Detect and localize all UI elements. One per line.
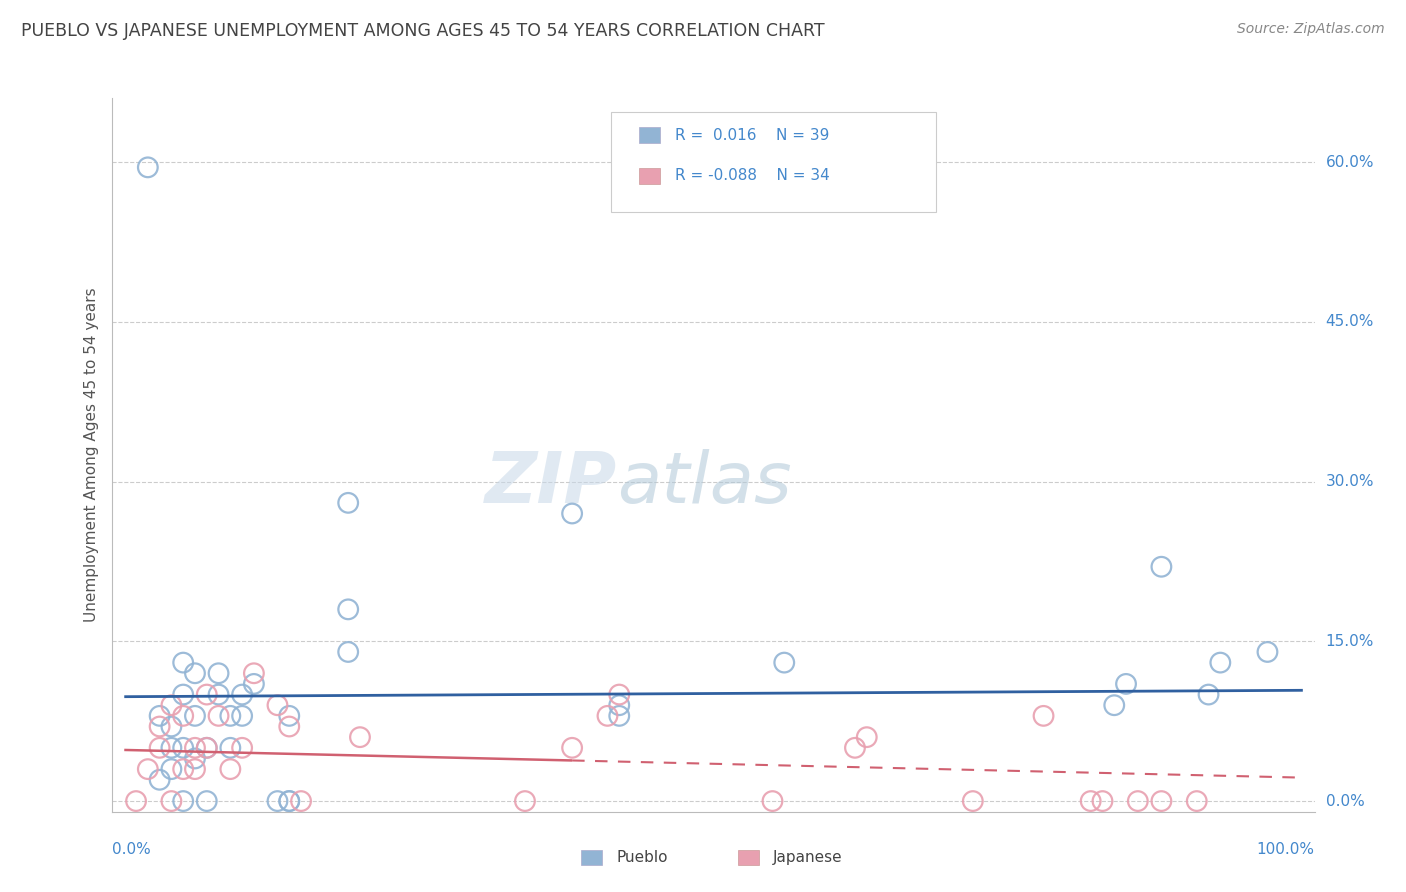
Text: Japanese: Japanese	[773, 850, 842, 865]
Point	[278, 709, 301, 723]
Point	[243, 677, 266, 691]
Point	[855, 730, 877, 744]
Text: 30.0%: 30.0%	[1326, 474, 1374, 489]
Point	[207, 709, 229, 723]
Text: PUEBLO VS JAPANESE UNEMPLOYMENT AMONG AGES 45 TO 54 YEARS CORRELATION CHART: PUEBLO VS JAPANESE UNEMPLOYMENT AMONG AG…	[21, 22, 825, 40]
Point	[136, 762, 159, 776]
Point	[136, 161, 159, 175]
Point	[1091, 794, 1114, 808]
Text: R = -0.088    N = 34: R = -0.088 N = 34	[675, 169, 830, 184]
Point	[172, 762, 194, 776]
Point	[1115, 677, 1137, 691]
Point	[607, 698, 630, 713]
Point	[184, 762, 207, 776]
Point	[761, 794, 783, 808]
Point	[207, 666, 229, 681]
Point	[1080, 794, 1102, 808]
Text: 60.0%: 60.0%	[1326, 154, 1374, 169]
Bar	[638, 128, 661, 143]
Text: R =  0.016    N = 39: R = 0.016 N = 39	[675, 128, 830, 143]
Point	[184, 740, 207, 755]
Point	[160, 794, 183, 808]
Point	[844, 740, 866, 755]
Point	[266, 794, 288, 808]
Point	[172, 656, 194, 670]
Text: ZIP: ZIP	[485, 449, 617, 518]
Point	[219, 762, 242, 776]
FancyBboxPatch shape	[612, 112, 936, 212]
Point	[278, 794, 301, 808]
Text: Pueblo: Pueblo	[617, 850, 668, 865]
Point	[607, 688, 630, 702]
Text: 0.0%: 0.0%	[112, 842, 152, 857]
Point	[149, 740, 172, 755]
Point	[207, 688, 229, 702]
Point	[1032, 709, 1054, 723]
Point	[337, 645, 360, 659]
Point	[149, 772, 172, 787]
Point	[1198, 688, 1220, 702]
Point	[513, 794, 536, 808]
Point	[160, 719, 183, 733]
Point	[962, 794, 984, 808]
Point	[195, 740, 218, 755]
Point	[561, 740, 583, 755]
Point	[773, 656, 796, 670]
Point	[1185, 794, 1208, 808]
Bar	[738, 849, 759, 865]
Point	[243, 666, 266, 681]
Point	[337, 602, 360, 616]
Point	[231, 688, 253, 702]
Point	[172, 709, 194, 723]
Point	[278, 794, 301, 808]
Point	[266, 698, 288, 713]
Point	[195, 794, 218, 808]
Point	[231, 709, 253, 723]
Point	[1150, 794, 1173, 808]
Text: 0.0%: 0.0%	[1326, 794, 1364, 808]
Point	[149, 709, 172, 723]
Point	[184, 751, 207, 765]
Point	[195, 740, 218, 755]
Point	[337, 496, 360, 510]
Point	[231, 740, 253, 755]
Point	[184, 709, 207, 723]
Point	[160, 762, 183, 776]
Y-axis label: Unemployment Among Ages 45 to 54 years: Unemployment Among Ages 45 to 54 years	[83, 287, 98, 623]
Point	[160, 698, 183, 713]
Point	[1256, 645, 1278, 659]
Point	[149, 719, 172, 733]
Point	[184, 666, 207, 681]
Point	[219, 740, 242, 755]
Point	[278, 719, 301, 733]
Text: Source: ZipAtlas.com: Source: ZipAtlas.com	[1237, 22, 1385, 37]
Point	[349, 730, 371, 744]
Bar	[581, 849, 602, 865]
Point	[1126, 794, 1149, 808]
Point	[290, 794, 312, 808]
Text: 15.0%: 15.0%	[1326, 634, 1374, 648]
Point	[219, 709, 242, 723]
Point	[172, 794, 194, 808]
Point	[172, 740, 194, 755]
Point	[561, 507, 583, 521]
Point	[195, 688, 218, 702]
Text: 100.0%: 100.0%	[1257, 842, 1315, 857]
Point	[160, 740, 183, 755]
Point	[1150, 559, 1173, 574]
Point	[125, 794, 148, 808]
Text: 45.0%: 45.0%	[1326, 314, 1374, 329]
Point	[607, 709, 630, 723]
Text: atlas: atlas	[617, 449, 792, 518]
Point	[596, 709, 619, 723]
Point	[1102, 698, 1125, 713]
Bar	[638, 168, 661, 184]
Point	[172, 688, 194, 702]
Point	[1209, 656, 1232, 670]
